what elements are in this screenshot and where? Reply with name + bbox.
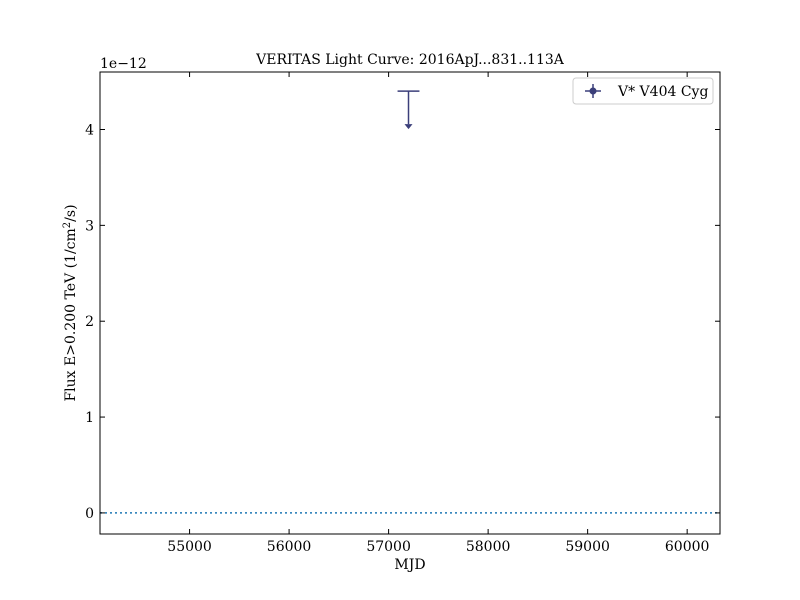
x-tick-label: 58000 [466,539,511,555]
plot-frame [99,71,721,535]
y-tick-label: 3 [85,218,94,234]
legend-point-marker [589,87,597,95]
x-tick-label: 56000 [267,539,312,555]
x-tick-label: 59000 [565,539,610,555]
x-tick-label: 60000 [665,539,710,555]
y-axis-label: Flux E>0.200 TeV (1/cm2/s) [62,204,79,401]
y-tick-label: 1 [85,410,94,426]
chart-title: VERITAS Light Curve: 2016ApJ...831..113A [255,52,565,68]
y-offset-text: 1e−12 [100,56,147,72]
x-tick-label: 57000 [366,539,411,555]
upper-limit-arrowhead [404,124,413,130]
x-axis-label: MJD [394,557,425,573]
data-points [397,90,420,130]
x-axis-ticks: 55000 56000 57000 58000 59000 60000 [167,72,709,555]
legend: V* V404 Cyg [572,77,714,105]
legend-box [572,77,714,105]
data-point-upper-limit [397,90,420,130]
y-tick-label: 0 [85,506,94,522]
y-axis-label-main: Flux E>0.200 TeV (1/cm [63,228,79,401]
x-tick-label: 55000 [167,539,212,555]
y-axis-ticks: 0 1 2 3 4 [85,123,720,522]
y-tick-label: 4 [85,123,94,139]
y-tick-label: 2 [85,314,94,330]
y-axis-label-tail: /s) [63,204,79,221]
legend-entry-label: V* V404 Cyg [617,84,708,100]
y-axis-label-superscript: 2 [62,222,73,228]
